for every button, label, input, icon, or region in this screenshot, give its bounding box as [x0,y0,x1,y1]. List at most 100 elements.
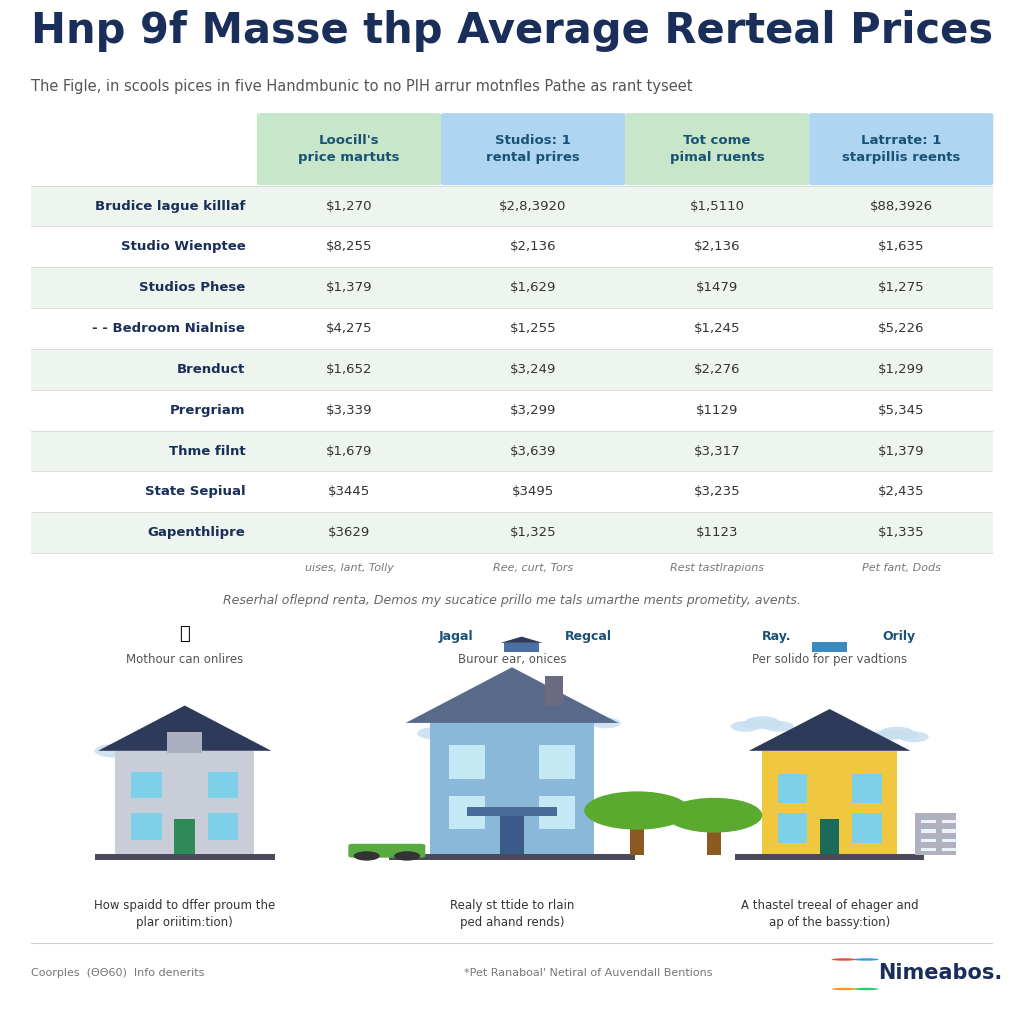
Circle shape [756,719,783,729]
FancyBboxPatch shape [257,113,441,185]
Bar [116,751,254,855]
Bar [922,848,936,851]
Text: $1,635: $1,635 [878,241,925,253]
Text: $3445: $3445 [328,485,370,499]
Bar [762,751,897,855]
Bar [545,676,563,707]
Bar [504,643,539,651]
Bar [167,731,202,753]
Text: Coorples  (ΘΘ60)  Info denerits: Coorples (ΘΘ60) Info denerits [31,969,204,978]
Text: $1479: $1479 [696,282,738,294]
Text: Regcal: Regcal [565,630,612,643]
Text: Nimeabos.: Nimeabos. [878,964,1002,983]
Text: Gapenthlipre: Gapenthlipre [147,526,246,540]
Bar [708,827,721,855]
Bar [449,745,485,778]
Circle shape [458,727,492,739]
Text: $1,379: $1,379 [326,282,372,294]
Bar [915,813,955,855]
Text: Rest tastlrapions: Rest tastlrapions [670,563,764,573]
Text: $3,339: $3,339 [326,403,372,417]
Circle shape [141,744,179,758]
Circle shape [591,718,621,728]
Text: $8,255: $8,255 [326,241,372,253]
Text: $1,275: $1,275 [878,282,925,294]
Bar [922,839,936,842]
Text: How spaidd to dffer proum the
plar oriitim:tion): How spaidd to dffer proum the plar oriit… [94,899,275,930]
Circle shape [394,851,420,860]
Bar [942,848,955,851]
Circle shape [730,721,760,732]
Text: $3,317: $3,317 [694,444,740,458]
Circle shape [854,958,879,961]
Bar [778,813,807,843]
Circle shape [583,716,609,725]
Text: $3,639: $3,639 [510,444,556,458]
Circle shape [115,738,159,754]
Circle shape [877,729,903,739]
Text: Latrrate: 1
starpillis reents: Latrrate: 1 starpillis reents [842,134,961,164]
Bar [852,813,882,843]
Text: uises, lant, Tolly: uises, lant, Tolly [304,563,393,573]
Text: Reserhal oflepnd renta, Demos my sucatice prillo me tals umarthe ments prometity: Reserhal oflepnd renta, Demos my sucatic… [223,594,801,607]
Text: Brenduct: Brenduct [177,362,246,376]
Text: $1,679: $1,679 [326,444,372,458]
Circle shape [854,988,879,990]
Text: $1,245: $1,245 [694,322,740,335]
Text: - - Bedroom Nialnise: - - Bedroom Nialnise [92,322,246,335]
Text: $3,235: $3,235 [694,485,740,499]
Circle shape [865,731,895,742]
Text: Ree, curt, Tors: Ree, curt, Tors [493,563,573,573]
Text: $1,652: $1,652 [326,362,372,376]
Circle shape [94,744,131,758]
Circle shape [434,722,474,736]
Bar [778,774,807,803]
Bar [31,267,993,308]
Circle shape [744,716,780,729]
Circle shape [831,958,857,961]
Bar [208,813,239,840]
Text: $2,136: $2,136 [510,241,556,253]
Text: $1,255: $1,255 [510,322,556,335]
FancyBboxPatch shape [348,844,425,858]
Polygon shape [501,637,543,643]
Bar [31,512,993,553]
Text: Loocill's
price martuts: Loocill's price martuts [298,134,399,164]
Text: $2,435: $2,435 [878,485,925,499]
Text: Orily: Orily [883,630,915,643]
Text: $3495: $3495 [512,485,554,499]
Text: Brudice lague killlaf: Brudice lague killlaf [95,200,246,213]
Circle shape [831,988,857,990]
Text: Studios Phese: Studios Phese [139,282,246,294]
Circle shape [110,741,143,754]
Bar [539,796,575,828]
Bar [735,854,924,860]
Text: Prergriam: Prergriam [170,403,246,417]
Bar [942,829,955,833]
Text: Pet fant, Dods: Pet fant, Dods [862,563,941,573]
Text: $3,299: $3,299 [510,403,556,417]
Bar [922,829,936,833]
Bar [31,390,993,430]
Text: $1,629: $1,629 [510,282,556,294]
Bar [500,813,524,855]
Text: Studio Wienptee: Studio Wienptee [121,241,246,253]
Text: $2,136: $2,136 [694,241,740,253]
Text: $1,335: $1,335 [878,526,925,540]
Text: Studios: 1
rental prires: Studios: 1 rental prires [486,134,580,164]
Text: $1,325: $1,325 [510,526,556,540]
Bar [94,854,274,860]
Circle shape [417,727,451,739]
Bar [449,796,485,828]
Text: Tot come
pimal ruents: Tot come pimal ruents [670,134,765,164]
Bar [942,839,955,842]
Polygon shape [749,709,910,751]
Bar [131,813,162,840]
Circle shape [568,716,595,725]
Text: The Figle, in scools pices in five Handmbunic to no PIH arrur motnfles Pathe as : The Figle, in scools pices in five Handm… [31,79,692,94]
Text: $3629: $3629 [328,526,370,540]
Bar [631,824,644,855]
Text: State Sepiual: State Sepiual [144,485,246,499]
Bar [31,430,993,471]
Bar [467,807,557,815]
